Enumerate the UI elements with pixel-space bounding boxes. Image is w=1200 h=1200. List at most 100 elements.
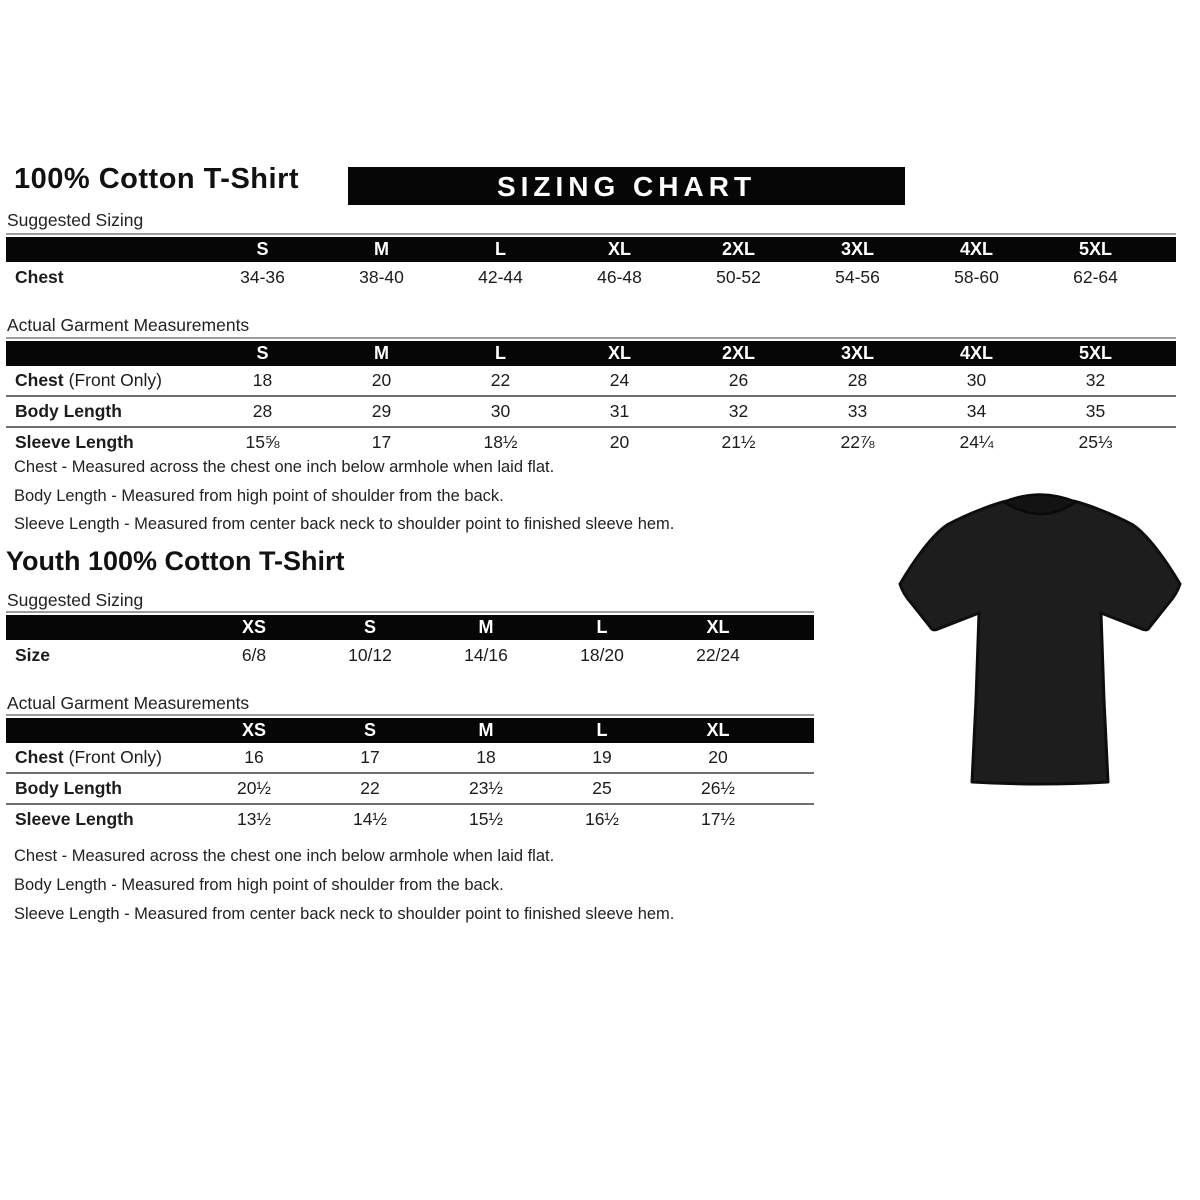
size-col-header: S: [312, 615, 428, 640]
cell-value: 20: [560, 426, 679, 457]
size-header-row: XS S M L XL: [6, 615, 814, 640]
cell-value: 54-56: [835, 267, 880, 287]
cell-value: 34-36: [240, 267, 285, 287]
cell-value: 15½: [428, 803, 544, 834]
table-row-size: Size 6/8 10/12 14/16 18/20 22/24: [6, 640, 814, 671]
cell-value: 32: [1085, 370, 1106, 390]
cell-value: 30: [441, 395, 560, 427]
size-col-header: XL: [660, 718, 776, 743]
row-label: Size: [15, 645, 51, 665]
cell-value: 62-64: [1073, 267, 1118, 287]
size-col-header: S: [203, 341, 322, 366]
row-label: Sleeve Length: [6, 426, 203, 457]
header-spacer: [776, 615, 814, 640]
size-col-header: XL: [560, 341, 679, 366]
youth-suggested-sizing-label: Suggested Sizing: [7, 590, 144, 610]
cell-value: 42-44: [478, 267, 523, 287]
table-row-chest: Chest (Front Only) 16 17 18 19 20: [6, 743, 814, 773]
row-label: Chest (Front Only): [15, 370, 162, 390]
section-divider: [6, 233, 1176, 235]
cell-value: 20½: [196, 772, 312, 804]
tshirt-collar-shape: [1002, 493, 1078, 516]
size-col-header: XS: [196, 718, 312, 743]
size-col-header: XL: [560, 237, 679, 262]
cell-value: 24: [609, 370, 630, 390]
size-col-header: 3XL: [798, 341, 917, 366]
tshirt-image: [898, 493, 1182, 786]
cell-value: 22⅞: [798, 426, 917, 457]
row-label: Chest (Front Only): [15, 747, 162, 767]
cell-value: 34: [917, 395, 1036, 427]
header-spacer: [6, 615, 196, 640]
size-col-header: M: [428, 615, 544, 640]
cell-value: 20: [371, 370, 392, 390]
cell-value: 15⅝: [203, 426, 322, 457]
cell-value: 13½: [196, 803, 312, 834]
section-divider: [6, 611, 814, 613]
youth-actual-measurements-table: XS S M L XL Chest (Front Only) 16 17 18 1…: [6, 718, 814, 834]
size-col-header: M: [322, 237, 441, 262]
size-header-row: S M L XL 2XL 3XL 4XL 5XL: [6, 237, 1176, 262]
cell-value: 32: [679, 395, 798, 427]
tshirt-body-shape: [898, 494, 1182, 786]
cell-value: 16½: [544, 803, 660, 834]
header-spacer: [1155, 341, 1176, 366]
cell-value: 18: [476, 747, 496, 767]
size-col-header: L: [544, 615, 660, 640]
cell-value: 18: [252, 370, 273, 390]
cell-value: 20: [708, 747, 728, 767]
table-row-chest: Chest (Front Only) 18 20 22 24 26 28 30 3…: [6, 366, 1176, 396]
cell-value: 50-52: [716, 267, 761, 287]
cell-value: 58-60: [954, 267, 999, 287]
section-divider: [6, 337, 1176, 339]
size-col-header: XL: [660, 615, 776, 640]
adult-measurement-notes: Chest - Measured across the chest one in…: [14, 458, 674, 544]
measurement-note: Sleeve Length - Measured from center bac…: [14, 905, 675, 923]
cell-value: 14/16: [464, 645, 508, 665]
cell-value: 17: [360, 747, 380, 767]
cell-value: 29: [322, 395, 441, 427]
size-col-header: L: [441, 341, 560, 366]
table-row: Chest 34-36 38-40 42-44 46-48 50-52 54-5…: [6, 262, 1176, 293]
size-col-header: S: [312, 718, 428, 743]
size-col-header: S: [203, 237, 322, 262]
measurement-note: Chest - Measured across the chest one in…: [14, 847, 555, 865]
table-row-body-length: Body Length 28 29 30 31 32 33 34 35: [6, 395, 1176, 427]
adult-suggested-sizing-table: S M L XL 2XL 3XL 4XL 5XL Chest 34-36 38-…: [6, 237, 1176, 293]
table-row-sleeve-length: Sleeve Length 13½ 14½ 15½ 16½ 17½: [6, 803, 814, 834]
row-label: Chest: [15, 267, 64, 287]
header-spacer: [776, 718, 814, 743]
cell-value: 17: [322, 426, 441, 457]
header-spacer: [6, 341, 203, 366]
sizing-chart-banner: SIZING CHART: [348, 167, 905, 205]
cell-value: 30: [966, 370, 987, 390]
cell-value: 33: [798, 395, 917, 427]
cell-value: 28: [847, 370, 868, 390]
section-divider: [6, 714, 814, 716]
youth-measurement-notes: Chest - Measured across the chest one in…: [14, 842, 674, 929]
cell-value: 22/24: [696, 645, 740, 665]
cell-value: 22: [490, 370, 511, 390]
table-row-sleeve-length: Sleeve Length 15⅝ 17 18½ 20 21½ 22⅞ 24¼ …: [6, 426, 1176, 457]
size-header-row: S M L XL 2XL 3XL 4XL 5XL: [6, 341, 1176, 366]
header-spacer: [1155, 237, 1176, 262]
size-col-header: 5XL: [1036, 341, 1155, 366]
adult-suggested-sizing-label: Suggested Sizing: [7, 210, 144, 230]
measurement-note: Body Length - Measured from high point o…: [14, 486, 504, 505]
cell-value: 22: [312, 772, 428, 804]
size-col-header: XS: [196, 615, 312, 640]
size-col-header: 4XL: [917, 237, 1036, 262]
cell-value: 46-48: [597, 267, 642, 287]
size-col-header: 2XL: [679, 237, 798, 262]
size-col-header: 2XL: [679, 341, 798, 366]
cell-value: 16: [244, 747, 264, 767]
cell-value: 38-40: [359, 267, 404, 287]
adult-actual-measurements-label: Actual Garment Measurements: [7, 315, 250, 335]
cell-value: 28: [203, 395, 322, 427]
cell-value: 19: [592, 747, 612, 767]
row-label: Sleeve Length: [6, 803, 196, 834]
header-spacer: [6, 237, 203, 262]
size-col-header: 3XL: [798, 237, 917, 262]
header-spacer: [6, 718, 196, 743]
